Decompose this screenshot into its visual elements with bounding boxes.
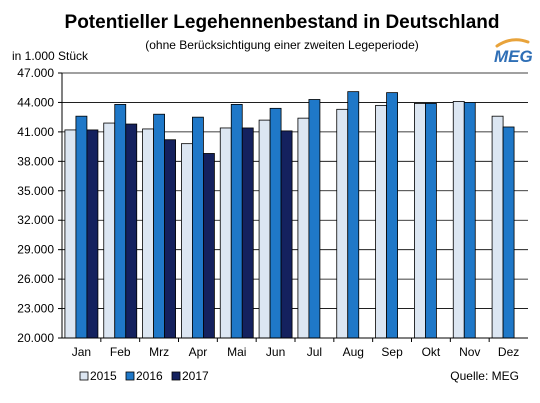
x-tick-label-nov: Nov bbox=[459, 345, 480, 359]
bar-2015-mai bbox=[219, 127, 232, 339]
bar-2017-apr bbox=[203, 153, 215, 339]
bar-2016-jun bbox=[269, 107, 282, 339]
bar-2015-okt bbox=[414, 103, 426, 339]
legend-label-2017: 2017 bbox=[182, 369, 209, 383]
y-tick-labels: 20.000 23.000 26.000 29.000 32.000 35.000 38.0… bbox=[17, 66, 62, 345]
x-tick-label-feb: Feb bbox=[110, 345, 131, 359]
bar-2015-feb bbox=[103, 122, 116, 339]
logo-text: MEG bbox=[494, 47, 533, 66]
y-tick-label: 29.000 bbox=[17, 243, 54, 257]
x-tick-labels: Jan Feb Mrz Apr Mai Jun Jul Aug Sep Okt Nov Dez bbox=[72, 338, 519, 359]
bars bbox=[64, 91, 515, 339]
bar-2015-sep bbox=[375, 104, 387, 339]
meg-logo: MEG bbox=[494, 38, 533, 66]
y-tick-label: 26.000 bbox=[17, 272, 54, 286]
x-tick-label-dez: Dez bbox=[498, 345, 519, 359]
legend-swatch-2017 bbox=[171, 371, 181, 381]
bar-2015-apr bbox=[181, 143, 193, 339]
bar-2015-nov bbox=[452, 101, 465, 339]
legend: 2015 2016 2017 bbox=[79, 369, 209, 383]
bar-2016-jan bbox=[75, 115, 88, 339]
y-tick-label: 38.000 bbox=[17, 154, 54, 168]
bar-2017-mrz bbox=[164, 139, 176, 339]
bar-2017-jan bbox=[86, 129, 99, 339]
x-tick-label-okt: Okt bbox=[422, 345, 441, 359]
source-label: Quelle: MEG bbox=[450, 369, 519, 383]
x-tick-label-sep: Sep bbox=[381, 345, 403, 359]
bar-2015-dez bbox=[491, 115, 504, 339]
y-axis-unit-label: in 1.000 Stück bbox=[12, 49, 89, 63]
bar-2016-aug bbox=[347, 91, 360, 339]
bar-2016-jul bbox=[308, 99, 321, 339]
bar-2016-feb bbox=[114, 104, 127, 339]
bar-2015-mrz bbox=[142, 128, 154, 339]
x-tick-label-mrz: Mrz bbox=[149, 345, 169, 359]
legend-label-2016: 2016 bbox=[136, 369, 163, 383]
x-tick-label-apr: Apr bbox=[189, 345, 208, 359]
bar-2016-mai bbox=[230, 104, 243, 339]
bar-2016-apr bbox=[192, 116, 204, 339]
chart-title: Potentieller Legehennenbestand in Deutsc… bbox=[65, 12, 500, 33]
bar-2017-mai bbox=[241, 127, 254, 339]
x-tick-label-aug: Aug bbox=[343, 345, 364, 359]
x-tick-label-mai: Mai bbox=[227, 345, 246, 359]
y-tick-label: 32.000 bbox=[17, 213, 54, 227]
bar-2015-aug bbox=[336, 108, 349, 339]
y-tick-label: 41.000 bbox=[17, 125, 54, 139]
y-tick-label: 35.000 bbox=[17, 184, 54, 198]
legend-label-2015: 2015 bbox=[90, 369, 117, 383]
bar-2016-okt bbox=[425, 103, 437, 339]
bar-2016-dez bbox=[502, 126, 515, 339]
y-tick-label: 44.000 bbox=[17, 95, 54, 109]
bar-2017-jun bbox=[280, 130, 293, 339]
bar-2017-feb bbox=[125, 123, 138, 339]
legend-swatch-2016 bbox=[125, 371, 135, 381]
x-tick-label-jun: Jun bbox=[266, 345, 285, 359]
grid bbox=[62, 72, 528, 309]
y-tick-label: 20.000 bbox=[17, 331, 54, 345]
y-tick-label: 47.000 bbox=[17, 66, 54, 80]
bar-2016-mrz bbox=[153, 113, 165, 339]
bar-2016-nov bbox=[463, 102, 476, 339]
bar-2015-jul bbox=[297, 117, 310, 339]
bar-2016-sep bbox=[386, 92, 398, 339]
bar-2015-jun bbox=[258, 119, 271, 339]
x-tick-label-jan: Jan bbox=[72, 345, 91, 359]
bar-2015-jan bbox=[64, 129, 77, 339]
y-tick-label: 23.000 bbox=[17, 302, 54, 316]
legend-swatch-2015 bbox=[79, 371, 89, 381]
x-tick-label-jul: Jul bbox=[307, 345, 322, 359]
logo-swoosh bbox=[495, 38, 530, 48]
chart-subtitle: (ohne Berücksichtigung einer zweiten Leg… bbox=[145, 38, 419, 52]
